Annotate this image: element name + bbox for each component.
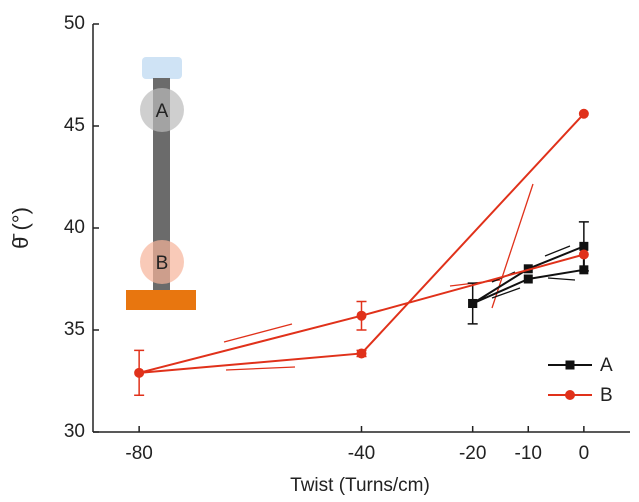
x-tick-label: -10 (515, 443, 542, 464)
y-tick-label: 35 (64, 319, 85, 340)
y-tick-label: 50 (64, 13, 85, 34)
legend-label: A (600, 355, 613, 376)
data-point (468, 298, 478, 308)
clamp-top (142, 57, 182, 79)
data-point (134, 367, 145, 378)
marker-a (140, 88, 184, 132)
x-tick-label: -80 (125, 443, 152, 464)
arrow (544, 245, 571, 257)
inset-label: B (156, 253, 169, 274)
fiber (153, 78, 170, 293)
data-point (578, 249, 589, 260)
arrow (547, 277, 576, 281)
arrow (491, 287, 521, 299)
x-axis-label: Twist (Turns/cm) (290, 475, 430, 496)
inset-label: A (156, 101, 169, 122)
y-tick-label: 40 (64, 217, 85, 238)
arrow (223, 323, 293, 343)
x-tick-label: 0 (579, 443, 590, 464)
legend-marker (565, 360, 575, 370)
data-point (523, 274, 533, 284)
y-tick-label: 30 (64, 421, 85, 442)
x-tick-label: -20 (459, 443, 486, 464)
legend-label: B (600, 385, 613, 406)
data-point (356, 348, 367, 359)
arrows (223, 183, 576, 371)
y-axis-label: θ̄ (°) (8, 207, 33, 249)
series-line (138, 113, 585, 374)
data-point (578, 108, 589, 119)
x-tick-label: -40 (348, 443, 375, 464)
clamp-bottom (126, 290, 196, 310)
legend-marker (565, 390, 575, 400)
marker-b (140, 240, 184, 284)
y-tick-label: 45 (64, 115, 85, 136)
data-point (356, 310, 367, 321)
data-point (579, 241, 589, 251)
inset-fiber: A B (126, 57, 196, 310)
arrow (491, 183, 534, 309)
arrow (225, 366, 296, 371)
